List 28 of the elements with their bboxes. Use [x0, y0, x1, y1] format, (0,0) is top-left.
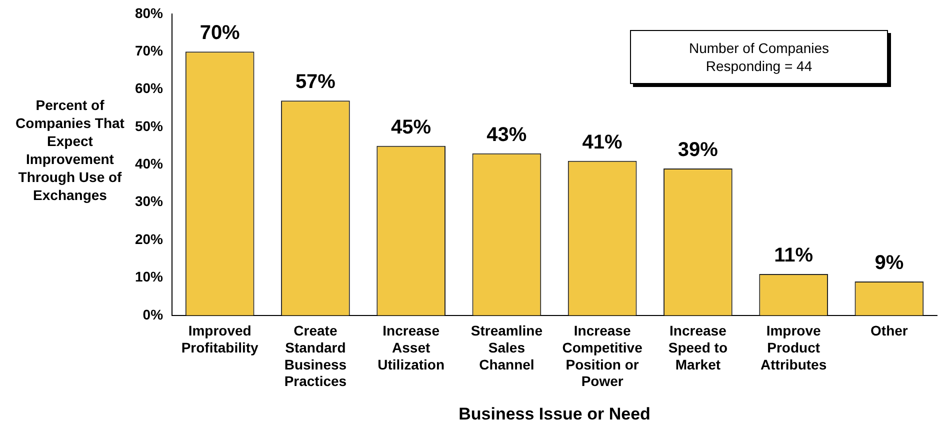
- y-tick-label: 40%: [134, 156, 164, 172]
- x-tick-label: Improve Product Attributes: [760, 322, 827, 372]
- y-tick-label: 70%: [134, 42, 164, 59]
- x-tick-label: Increase Competitive Position or Power: [562, 322, 643, 390]
- x-tick-label: Increase Speed to Market: [668, 322, 728, 372]
- y-tick-label: 60%: [134, 80, 164, 96]
- data-label: 45%: [391, 116, 432, 138]
- x-tick-label: Improved Profitability: [181, 322, 259, 356]
- y-tick-label: 10%: [134, 268, 164, 285]
- x-tick-label: Other: [870, 322, 908, 339]
- data-label: 70%: [200, 22, 240, 44]
- y-tick-label: 0%: [142, 306, 164, 322]
- x-axis-title: Business Issue or Need: [458, 404, 650, 424]
- y-tick-label: 20%: [134, 230, 164, 247]
- y-tick-label: 30%: [134, 193, 164, 210]
- data-label: 57%: [295, 71, 336, 94]
- data-label: 11%: [774, 244, 814, 266]
- x-tick-label: Increase Asset Utilization: [378, 322, 445, 372]
- data-label: 39%: [678, 138, 718, 161]
- y-tick-label: 50%: [134, 118, 164, 134]
- data-label: 41%: [582, 131, 623, 154]
- data-label: 43%: [486, 124, 527, 146]
- y-axis-title: Percent of Companies That Expect Improvement Through Use of Exchanges: [14, 96, 126, 205]
- data-label: 9%: [874, 252, 904, 274]
- y-tick-label: 80%: [134, 4, 164, 21]
- x-tick-label: Create Standard Business Practices: [284, 322, 347, 390]
- note-box: Number of Companies Responding = 44: [630, 30, 888, 84]
- x-tick-label: Streamline Sales Channel: [470, 322, 543, 372]
